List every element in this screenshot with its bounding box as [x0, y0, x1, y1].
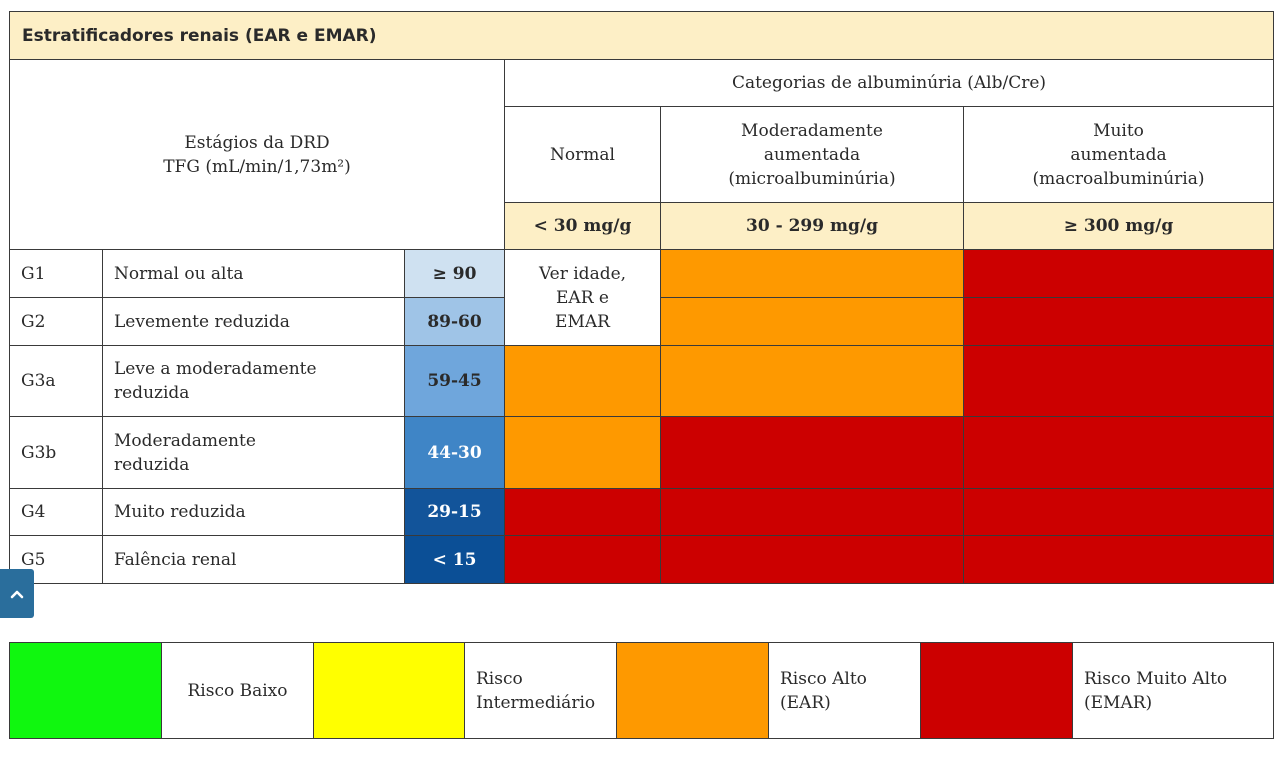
- risk-cell-very-high: [660, 535, 964, 584]
- stage-description: Normal ou alta: [102, 249, 405, 298]
- risk-cell-very-high: [963, 249, 1274, 298]
- risk-cell-high: [660, 297, 964, 346]
- risk-cell-high: [504, 345, 661, 417]
- gfr-value: 89-60: [404, 297, 505, 346]
- gfr-value: < 15: [404, 535, 505, 584]
- risk-cell-very-high: [963, 345, 1274, 417]
- stage-description: Muito reduzida: [102, 488, 405, 536]
- range-moderate: 30 - 299 mg/g: [660, 202, 964, 250]
- stage-description: Moderadamente reduzida: [102, 416, 405, 489]
- chevron-up-icon: [10, 590, 24, 598]
- risk-cell-high: [660, 345, 964, 417]
- legend-swatch-very-high: [920, 642, 1073, 739]
- scroll-to-top-button[interactable]: [0, 569, 34, 618]
- legend-swatch-low: [9, 642, 162, 739]
- category-normal: Normal: [504, 106, 661, 203]
- stage-description: Leve a moderadamente reduzida: [102, 345, 405, 417]
- gfr-value: 29-15: [404, 488, 505, 536]
- risk-cell-very-high: [963, 535, 1274, 584]
- stage-description: Levemente reduzida: [102, 297, 405, 346]
- stage-code: G1: [9, 249, 103, 298]
- stage-code: G4: [9, 488, 103, 536]
- legend-swatch-intermediate: [313, 642, 465, 739]
- legend-label-low: Risco Baixo: [161, 642, 314, 739]
- risk-cell-high: [504, 416, 661, 489]
- risk-cell-very-high: [660, 416, 964, 489]
- gfr-value: 59-45: [404, 345, 505, 417]
- range-severe: ≥ 300 mg/g: [963, 202, 1274, 250]
- category-moderate: Moderadamente aumentada (microalbuminúri…: [660, 106, 964, 203]
- normal-risk-note: Ver idade, EAR e EMAR: [504, 249, 661, 346]
- risk-cell-very-high: [504, 488, 661, 536]
- gfr-value: 44-30: [404, 416, 505, 489]
- risk-cell-very-high: [963, 488, 1274, 536]
- gfr-value: ≥ 90: [404, 249, 505, 298]
- legend-label-intermediate: Risco Intermediário: [464, 642, 617, 739]
- risk-cell-very-high: [660, 488, 964, 536]
- risk-cell-high: [660, 249, 964, 298]
- legend-label-very-high: Risco Muito Alto (EMAR): [1072, 642, 1274, 739]
- legend-swatch-high: [616, 642, 769, 739]
- stage-code: G3b: [9, 416, 103, 489]
- risk-cell-very-high: [963, 297, 1274, 346]
- legend-label-high: Risco Alto (EAR): [768, 642, 921, 739]
- stage-code: G3a: [9, 345, 103, 417]
- table-title: Estratificadores renais (EAR e EMAR): [9, 11, 1274, 60]
- risk-cell-very-high: [963, 416, 1274, 489]
- range-normal: < 30 mg/g: [504, 202, 661, 250]
- stage-description: Falência renal: [102, 535, 405, 584]
- stage-code: G2: [9, 297, 103, 346]
- albuminuria-header: Categorias de albuminúria (Alb/Cre): [504, 59, 1274, 107]
- stages-header: Estágios da DRD TFG (mL/min/1,73m²): [9, 59, 505, 250]
- category-severe: Muito aumentada (macroalbuminúria): [963, 106, 1274, 203]
- risk-cell-very-high: [504, 535, 661, 584]
